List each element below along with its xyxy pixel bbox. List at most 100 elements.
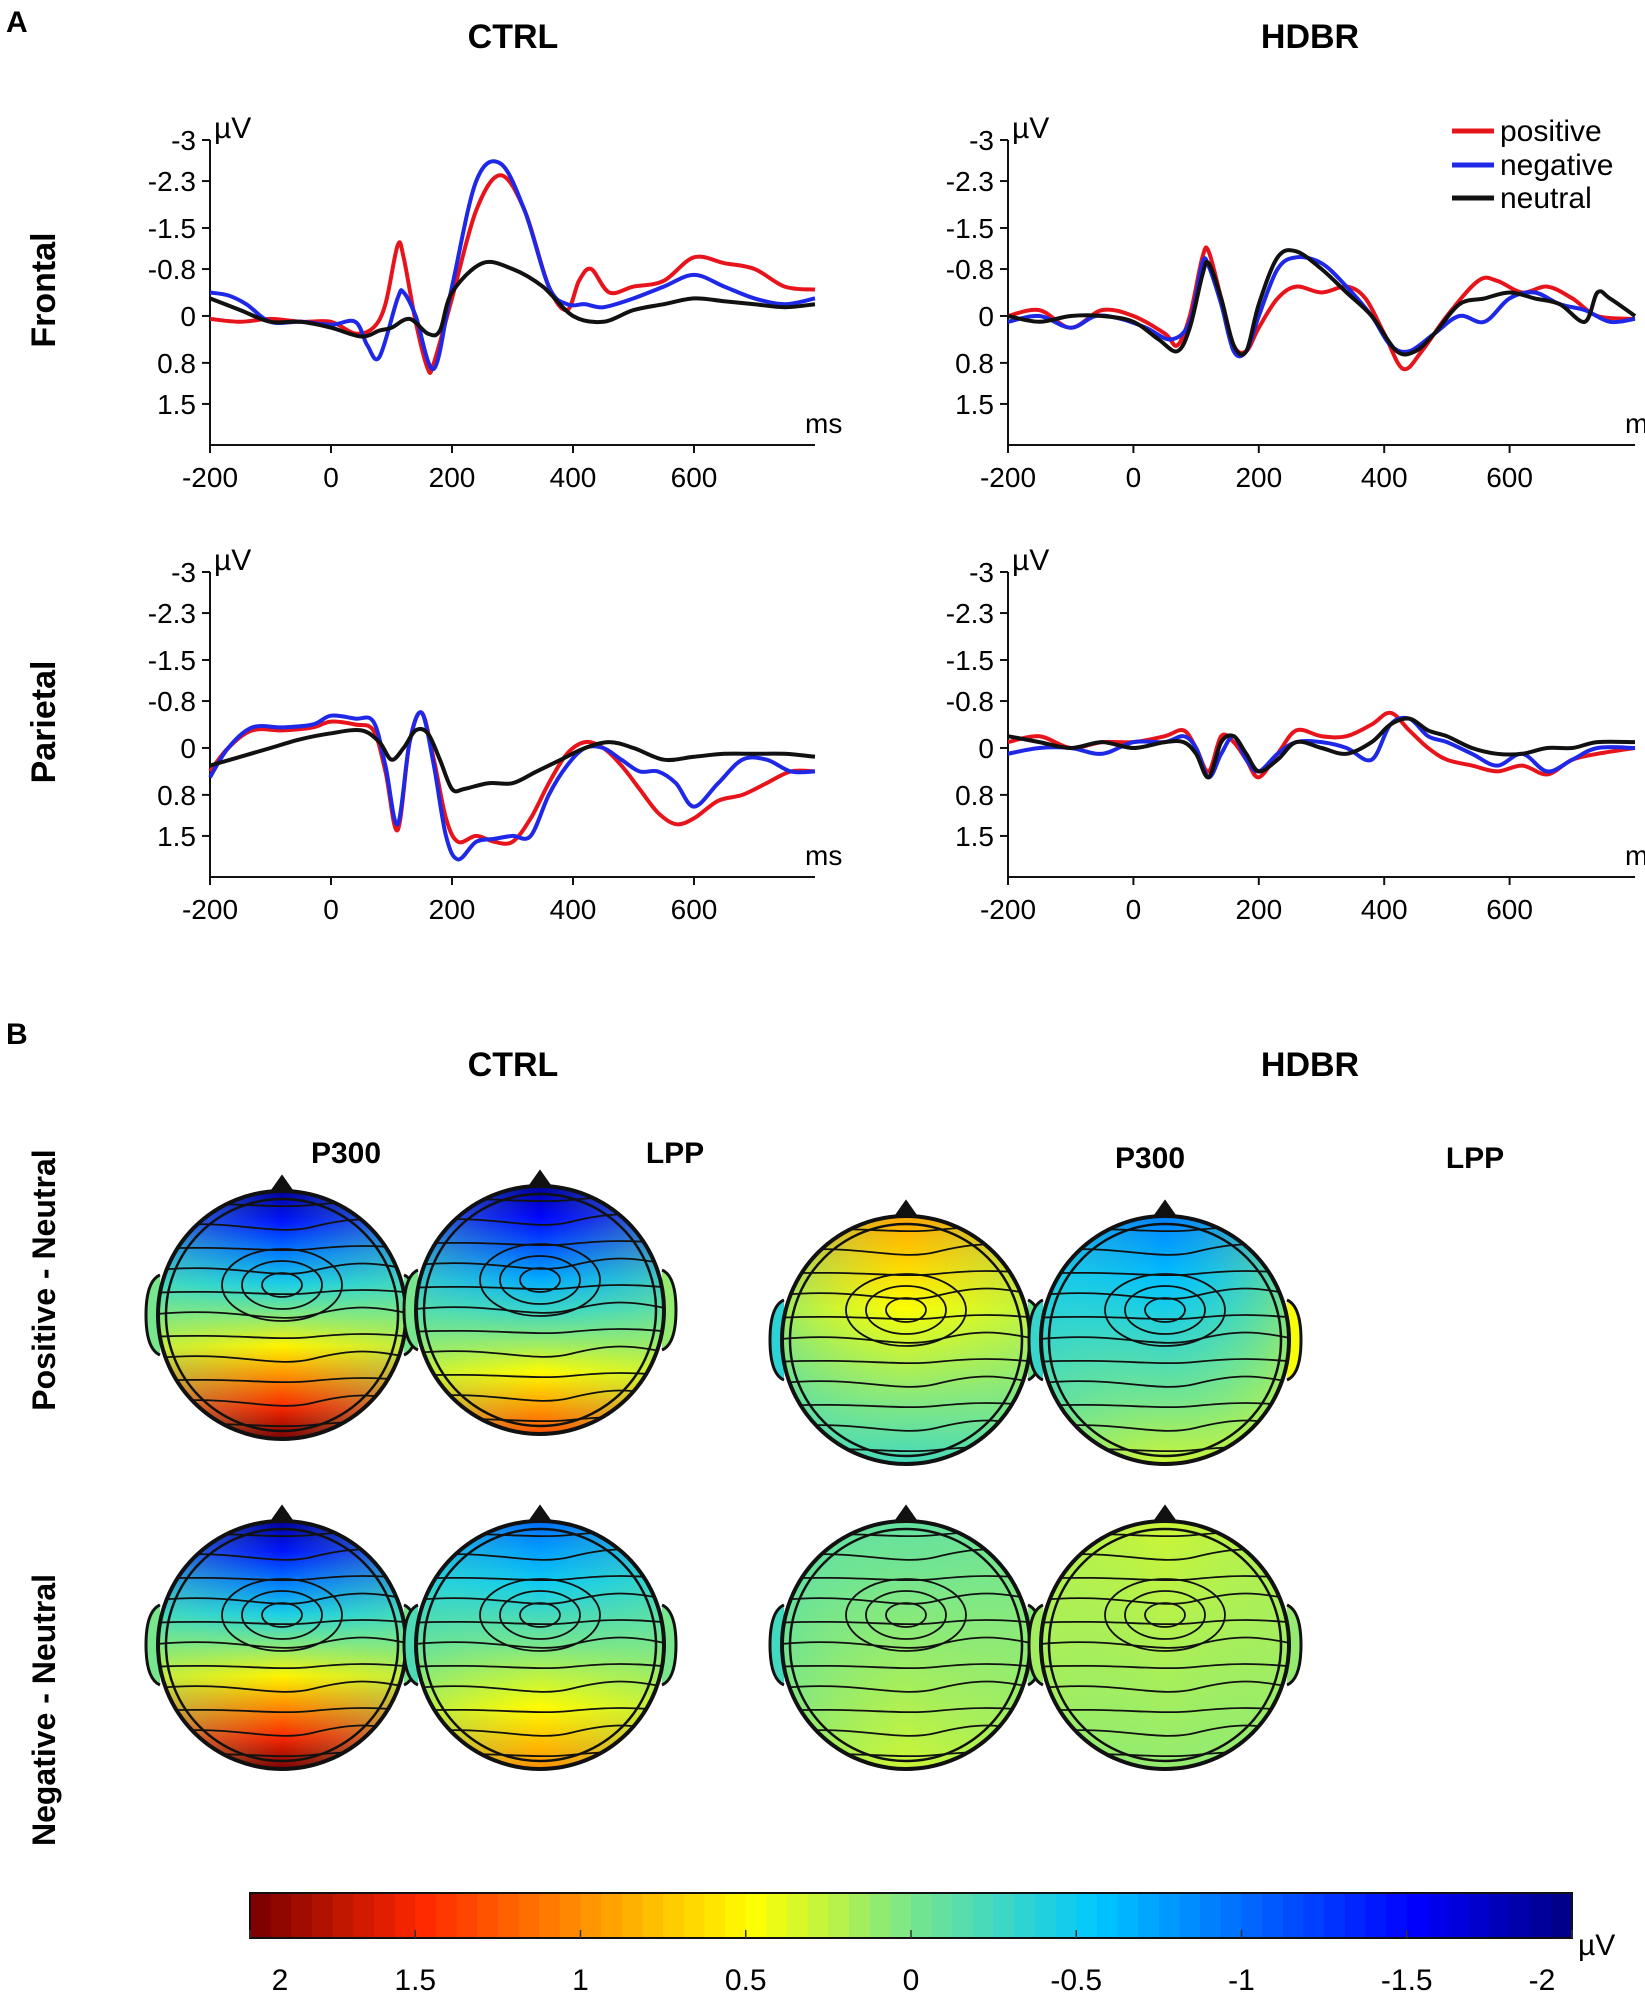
colorbar-cell bbox=[766, 1893, 788, 1938]
head-inner-outline bbox=[422, 1192, 658, 1428]
right-ear bbox=[1286, 1298, 1303, 1382]
head-inner-outline bbox=[1047, 1222, 1283, 1458]
y-tick-label: -0.8 bbox=[148, 686, 196, 717]
series-line-positive bbox=[1007, 245, 1636, 372]
y-tick-label: 0.8 bbox=[955, 348, 994, 379]
y-tick-label: -2.3 bbox=[148, 598, 196, 629]
colorbar-cell bbox=[1551, 1893, 1573, 1938]
head-inner-outline bbox=[788, 1222, 1024, 1458]
contour-ring bbox=[261, 1602, 303, 1628]
series-line-positive bbox=[208, 710, 816, 846]
colorbar-cell bbox=[993, 1893, 1015, 1938]
x-tick-label: 600 bbox=[671, 894, 718, 925]
head-inner-outline bbox=[164, 1197, 400, 1433]
colorbar-cell bbox=[869, 1893, 891, 1938]
colorbar-cell bbox=[311, 1893, 334, 1938]
colorbar-cell bbox=[1489, 1893, 1511, 1938]
left-ear bbox=[144, 1603, 161, 1687]
colorbar-cell bbox=[1117, 1893, 1139, 1938]
contour-ring bbox=[845, 1273, 967, 1347]
colorbar-cell bbox=[725, 1893, 747, 1938]
contour-line bbox=[1041, 1358, 1289, 1365]
legend-neutral-label: neutral bbox=[1500, 182, 1592, 215]
colorbar-cell bbox=[745, 1893, 768, 1938]
contour-line bbox=[782, 1619, 1030, 1626]
x-tick-label: -200 bbox=[980, 462, 1036, 493]
y-tick-label: -0.8 bbox=[946, 254, 994, 285]
series-line-neutral bbox=[209, 726, 816, 794]
x-tick-label: -200 bbox=[182, 462, 238, 493]
colorbar-tick-label: 2 bbox=[272, 1964, 289, 1997]
contour-line bbox=[782, 1663, 1030, 1670]
x-tick-label: 200 bbox=[1235, 894, 1282, 925]
component-label-ctrl-p300: P300 bbox=[311, 1137, 381, 1170]
colorbar-cell bbox=[1076, 1893, 1098, 1938]
x-axis-unit: ms bbox=[1625, 408, 1645, 439]
colorbar-cell bbox=[1096, 1893, 1119, 1938]
left-ear bbox=[144, 1273, 161, 1357]
contour-ring bbox=[519, 1602, 561, 1628]
contour-line bbox=[416, 1257, 664, 1270]
colorbar-cell bbox=[1324, 1893, 1346, 1938]
legend-negative-label: negative bbox=[1500, 149, 1613, 182]
colorbar-cell bbox=[952, 1893, 974, 1938]
series-line-neutral bbox=[209, 259, 816, 339]
x-tick-label: 400 bbox=[550, 894, 597, 925]
x-axis-unit: ms bbox=[805, 840, 842, 871]
colorbar-cell bbox=[1014, 1893, 1036, 1938]
head-outline bbox=[414, 1184, 666, 1436]
colorbar-cell bbox=[911, 1893, 933, 1938]
colorbar-cell bbox=[1262, 1893, 1284, 1938]
head-outline bbox=[414, 1519, 666, 1771]
head-outline bbox=[1039, 1214, 1291, 1466]
contour-line bbox=[416, 1575, 664, 1582]
colorbar-cell bbox=[807, 1893, 829, 1938]
contour-line bbox=[158, 1575, 406, 1582]
ctrl-heading-a: CTRL bbox=[468, 18, 559, 56]
left-ear bbox=[768, 1603, 785, 1687]
hdbr-heading-a: HDBR bbox=[1261, 18, 1359, 56]
component-label-ctrl-lpp: LPP bbox=[646, 1137, 704, 1170]
contour-line bbox=[1041, 1287, 1289, 1300]
x-tick-label: 200 bbox=[429, 462, 476, 493]
y-axis-unit: µV bbox=[1012, 544, 1049, 577]
colorbar-cell bbox=[1200, 1893, 1222, 1938]
x-tick-label: 400 bbox=[550, 462, 597, 493]
contour-line bbox=[1041, 1636, 1289, 1649]
contour-line bbox=[158, 1636, 406, 1649]
contour-ring bbox=[241, 1260, 323, 1310]
contour-line bbox=[782, 1575, 1030, 1582]
component-label-hdbr-p300: P300 bbox=[1115, 1142, 1185, 1175]
x-tick-label: 600 bbox=[1486, 462, 1533, 493]
colorbar-cell bbox=[580, 1893, 602, 1938]
y-tick-label: -2.3 bbox=[148, 166, 196, 197]
parietal-label: Parietal bbox=[25, 661, 63, 784]
row-label-negative-neutral: Negative - Neutral bbox=[26, 1574, 62, 1846]
topomap-hdbr-lpp-negative bbox=[1027, 1504, 1303, 1771]
colorbar-cell bbox=[1386, 1893, 1408, 1938]
series-line-neutral bbox=[1007, 248, 1637, 357]
contour-ring bbox=[1144, 1602, 1186, 1628]
x-tick-label: 0 bbox=[1126, 462, 1142, 493]
y-tick-label: -0.8 bbox=[946, 686, 994, 717]
contour-ring bbox=[519, 1267, 561, 1293]
topomap-hdbr-lpp-positive bbox=[1027, 1199, 1303, 1466]
scalp-lateral-tint bbox=[1041, 1521, 1289, 1769]
contour-line bbox=[416, 1680, 664, 1693]
head-inner-outline bbox=[1047, 1527, 1283, 1763]
contour-line bbox=[158, 1245, 406, 1252]
component-label-hdbr-lpp: LPP bbox=[1446, 1142, 1504, 1175]
contour-line bbox=[1041, 1331, 1289, 1344]
colorbar-cell bbox=[353, 1893, 375, 1938]
contour-ring bbox=[499, 1590, 581, 1640]
colorbar-cell bbox=[828, 1893, 850, 1938]
y-tick-label: -3 bbox=[969, 557, 994, 588]
y-tick-label: 0 bbox=[180, 301, 196, 332]
contour-ring bbox=[261, 1272, 303, 1298]
series-line-negative bbox=[1007, 255, 1636, 359]
colorbar-cell bbox=[1303, 1893, 1325, 1938]
right-ear bbox=[661, 1603, 678, 1687]
contour-line bbox=[158, 1289, 406, 1296]
y-tick-label: 0.8 bbox=[157, 348, 196, 379]
contour-ring bbox=[885, 1602, 927, 1628]
